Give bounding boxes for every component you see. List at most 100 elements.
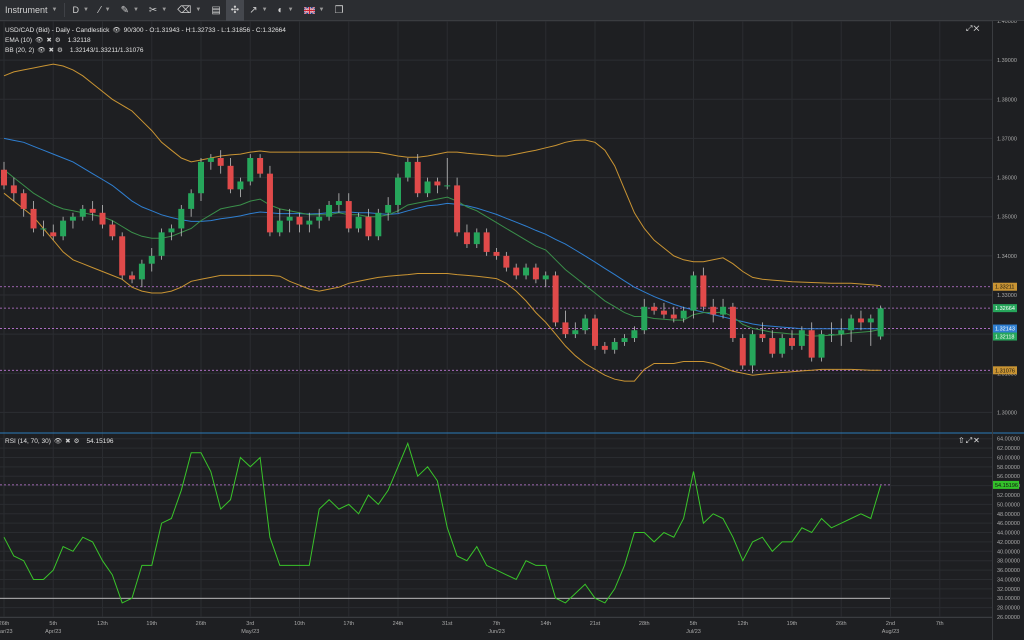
candle-body [335,201,342,205]
toolbar: Instrument ▼ D ▼ ⁄ ▼ ✎ ▼ ✂ ▼ ⌫ ▼ ▤ ✣ ↗ ▼ ◐ ▼ ▼… [0,0,1024,21]
time-axis-tick-label: 21st [590,621,601,627]
bb-upper-line [3,63,881,287]
candle-body [148,255,155,264]
chart-background [0,21,1024,640]
candle-body [316,216,323,221]
candle-body [877,308,884,337]
time-axis-tick-label: 12th [97,621,108,627]
time-axis-tick-label: 12th [737,621,748,627]
rsi-axis-tick-label: 46.00000 [997,521,1020,527]
time-axis-tick-label: 26th [836,621,847,627]
candle-body [10,185,17,194]
scissors-tool[interactable]: ✂ ▼ [144,0,172,21]
gear-icon[interactable]: ⚙ [54,37,61,44]
candle-body [818,334,825,358]
candle-body [276,220,283,233]
time-axis-tick-label: 3rd [246,621,254,627]
candle-body [542,275,549,280]
pencil-tool[interactable]: ✎ ▼ [116,0,144,21]
time-axis-tick-label: 2nd [886,621,895,627]
rsi-axis-tick-label: 30.00000 [997,596,1020,602]
candle-body [601,345,608,350]
candle-body [503,255,510,268]
candle-body [808,330,815,358]
trash-tool[interactable]: ⌫ ▼ [172,0,206,21]
gear-icon[interactable]: ⚙ [73,438,80,445]
candle-body [257,158,264,174]
panel-button[interactable]: ▤ [206,0,225,21]
price-chart[interactable]: 1.40000 1.39000 1.38000 1.37000 1.36000 1.350… [0,21,1024,640]
candle-body [444,185,451,187]
instrument-label: Instrument [5,5,48,15]
chevron-down-icon: ▼ [82,7,89,13]
rsi-axis-tick-label: 32.00000 [997,587,1020,593]
language-tool[interactable]: ▼ [299,0,330,21]
chevron-down-icon: ▼ [161,7,168,13]
candle-body [463,232,470,245]
close-icon[interactable]: ✖ [65,438,71,445]
theme-icon: ◐ [277,4,284,16]
candle-body [641,306,648,331]
share-tool[interactable]: ↗ ▼ [244,0,272,21]
gear-icon[interactable]: ⚙ [56,47,63,54]
time-axis-tick-label: 5th [690,621,698,627]
rsi-axis-badge [993,480,1019,489]
legend-rsi: RSI (14, 70, 30) 👁 ✖ ⚙ 54.15196 [5,437,114,446]
chart-area[interactable]: 1.40000 1.39000 1.38000 1.37000 1.36000 1.350… [0,21,1024,640]
candle-body [306,220,313,225]
price-axis-tick-label: 1.37000 [997,136,1017,142]
close-icon[interactable]: ✖ [48,47,54,54]
candle-body [50,232,57,237]
panel-controls-icon[interactable]: ⇧⤢✕ [958,436,981,445]
eye-icon[interactable]: 👁 [35,37,44,44]
close-icon[interactable]: ✖ [46,37,52,44]
instrument-dropdown[interactable]: Instrument ▼ [0,0,62,21]
eye-icon[interactable]: 👁 [37,47,46,54]
eye-icon[interactable]: 👁 [53,438,63,445]
candle-body [779,338,786,354]
window-button[interactable]: ❐ [329,0,348,21]
candle-body [207,158,214,162]
draw-line-tool[interactable]: ⁄ ▼ [94,0,116,21]
rsi-axis-tick-label: 36.00000 [997,568,1020,574]
candle-body [473,232,480,245]
candle-body [129,275,136,280]
legend-bb: BB (20, 2) 👁 ✖ ⚙ 1.32143/1.33211/1.31076 [5,46,143,55]
crosshair-icon: ✣ [230,4,240,16]
candle-body [266,173,273,233]
timeframe-dropdown[interactable]: D ▼ [67,0,93,21]
rsi-axis-tick-label: 60.00000 [997,455,1020,461]
candle-body [89,208,96,213]
chevron-down-icon: ▼ [104,7,111,13]
candle-body [660,310,667,315]
price-axis-badge-label: 1.33211 [995,285,1014,291]
crosshair-button[interactable]: ✣ [225,0,245,21]
candle-body [69,216,76,221]
maximize-panel-icon[interactable]: ⤢✕ [966,24,981,33]
candle-body [789,338,795,346]
rsi-axis-tick-label: 44.00000 [997,531,1020,537]
candle-body [729,306,736,339]
price-axis-tick-label: 1.33000 [997,293,1017,299]
chevron-down-icon: ▼ [195,7,202,13]
chevron-down-icon: ▼ [261,7,268,13]
candle-body [178,208,185,229]
candle-body [79,208,86,217]
time-axis-tick-label: 24th [393,621,404,627]
rsi-axis-tick-label: 42.00000 [997,540,1020,546]
candle-body [680,310,687,319]
candle-body [20,193,27,209]
price-axis-tick-label: 1.35000 [997,215,1017,221]
candle-body [710,306,717,315]
theme-tool[interactable]: ◐ ▼ [273,0,299,21]
time-axis-tick-label: 31st [442,621,453,627]
time-axis-tick-label: 5th [49,621,57,627]
candle-body [188,193,195,209]
candle-body [651,306,658,311]
candle-body [365,216,372,237]
time-axis-month-label: Apr/23 [45,629,61,635]
chevron-down-icon: ▼ [318,7,325,13]
eye-icon[interactable]: 👁 [112,27,121,34]
trash-icon: ⌫ [177,4,192,16]
candle-body [513,267,520,276]
